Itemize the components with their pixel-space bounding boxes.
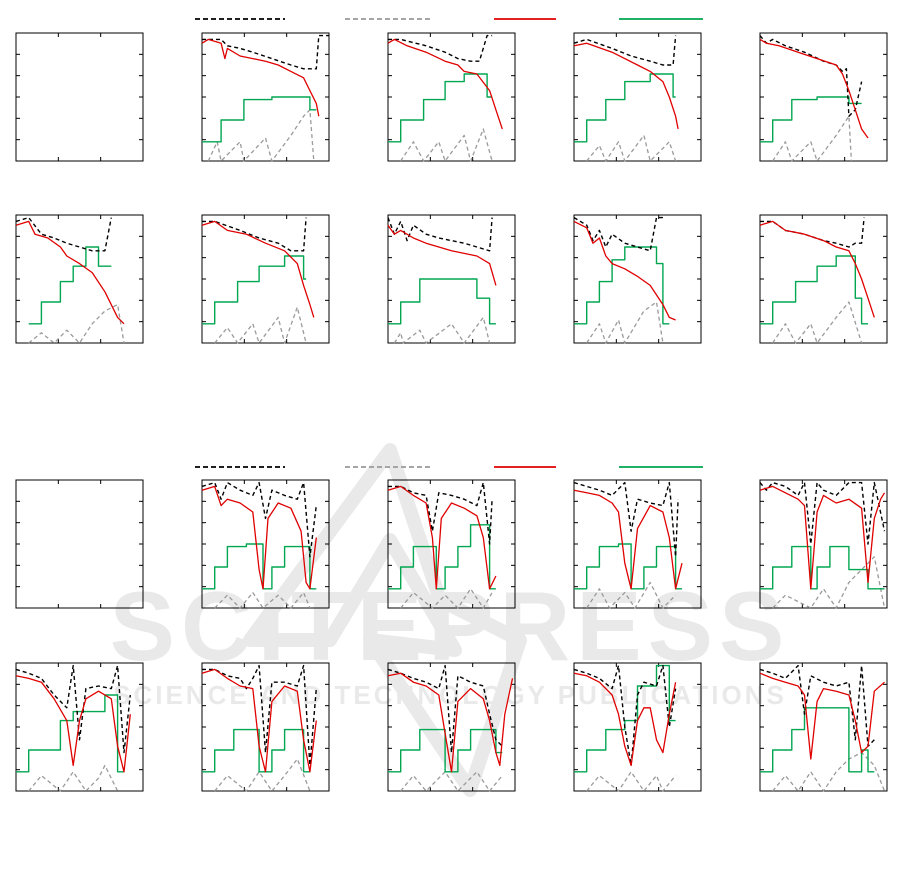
series-black-line bbox=[202, 34, 329, 70]
series-red-line bbox=[201, 38, 320, 117]
series-green-line bbox=[760, 96, 862, 143]
series-black-line bbox=[202, 664, 317, 767]
panel-third-1 bbox=[15, 479, 144, 609]
series-black-line bbox=[15, 216, 112, 252]
series-gray-line bbox=[400, 128, 493, 162]
panel-grid bbox=[15, 32, 888, 792]
series-black-line bbox=[202, 217, 307, 252]
series-black-line bbox=[387, 217, 493, 252]
series-black-line bbox=[201, 481, 317, 558]
series-gray-line bbox=[214, 306, 307, 344]
panel-second-5 bbox=[759, 214, 888, 344]
series-green-line bbox=[574, 543, 682, 590]
panel-frame bbox=[387, 32, 516, 162]
series-black-line bbox=[388, 34, 493, 62]
panel-fourth-4 bbox=[573, 662, 702, 792]
panel-third-5 bbox=[759, 479, 888, 609]
panel-frame bbox=[201, 214, 330, 344]
series-gray-line bbox=[586, 771, 677, 792]
series-green-line bbox=[760, 545, 885, 590]
series-gray-line bbox=[214, 758, 311, 792]
series-red-line bbox=[387, 485, 497, 590]
series-red-line bbox=[201, 220, 315, 318]
series-green-line bbox=[16, 694, 124, 773]
series-red-line bbox=[387, 38, 503, 130]
series-red-line bbox=[387, 224, 497, 286]
series-green-line bbox=[574, 73, 676, 143]
panel-top-4 bbox=[573, 32, 702, 162]
series-black-line bbox=[15, 664, 131, 754]
panel-fourth-1 bbox=[15, 662, 144, 792]
panel-top-5 bbox=[759, 32, 888, 162]
panel-second-4 bbox=[573, 214, 702, 344]
series-green-line bbox=[760, 255, 868, 325]
panel-third-2 bbox=[201, 479, 330, 609]
series-black-line bbox=[759, 664, 875, 747]
panel-fourth-3 bbox=[387, 662, 516, 792]
series-green-line bbox=[388, 73, 493, 143]
series-green-line bbox=[202, 543, 317, 590]
series-red-line bbox=[573, 220, 676, 321]
series-red-line bbox=[15, 675, 131, 773]
panel-fourth-5 bbox=[759, 662, 888, 792]
series-green-line bbox=[202, 728, 310, 773]
series-green-line bbox=[760, 707, 875, 773]
series-gray-line bbox=[772, 301, 863, 344]
panel-third-3 bbox=[387, 479, 516, 609]
series-gray-line bbox=[400, 588, 493, 609]
series-black-line bbox=[760, 217, 865, 248]
series-gray-line bbox=[586, 134, 677, 162]
series-black-line bbox=[573, 35, 677, 66]
series-green-line bbox=[388, 278, 496, 325]
series-gray-line bbox=[586, 301, 664, 344]
watermark-title: SCITEPRESS bbox=[110, 571, 791, 681]
series-red-line bbox=[573, 489, 683, 590]
series-gray-line bbox=[400, 771, 503, 792]
series-black-line bbox=[759, 481, 886, 545]
series-gray-line bbox=[214, 591, 311, 609]
series-gray-line bbox=[772, 556, 886, 609]
panel-frame bbox=[15, 32, 144, 162]
panel-frame bbox=[573, 32, 702, 162]
series-black-line bbox=[573, 481, 679, 558]
series-gray-line bbox=[207, 109, 315, 162]
panel-top-2 bbox=[201, 32, 330, 162]
panel-frame bbox=[573, 214, 702, 344]
series-green-line bbox=[202, 255, 307, 325]
series-green-line bbox=[574, 664, 676, 773]
legend bbox=[195, 18, 703, 468]
panel-top-1 bbox=[15, 32, 144, 162]
series-gray-line bbox=[772, 115, 853, 162]
series-red-line bbox=[759, 485, 886, 590]
watermark-subtitle: SCIENCE AND TECHNOLOGY PUBLICATIONS bbox=[113, 680, 787, 710]
panel-third-4 bbox=[573, 479, 702, 609]
panel-fourth-2 bbox=[201, 662, 330, 792]
watermark-crest-icon bbox=[243, 443, 527, 797]
panel-second-1 bbox=[15, 214, 144, 344]
series-red-line bbox=[387, 672, 514, 773]
series-black-line bbox=[388, 481, 493, 545]
series-red-line bbox=[759, 220, 875, 318]
series-green-line bbox=[202, 96, 317, 143]
series-red-line bbox=[573, 672, 677, 767]
series-gray-line bbox=[28, 303, 125, 344]
series-red-line bbox=[759, 672, 885, 760]
series-black-line bbox=[573, 216, 663, 252]
series-black-line bbox=[759, 35, 863, 117]
series-red-line bbox=[15, 220, 125, 325]
series-gray-line bbox=[28, 764, 119, 792]
series-red-line bbox=[759, 38, 869, 139]
panel-second-3 bbox=[387, 214, 516, 344]
series-red-line bbox=[201, 668, 317, 773]
series-red-line bbox=[573, 42, 679, 130]
series-black-line bbox=[573, 664, 677, 767]
series-green-line bbox=[574, 246, 670, 325]
panel-second-2 bbox=[201, 214, 330, 344]
panel-top-3 bbox=[387, 32, 516, 162]
series-gray-line bbox=[393, 316, 491, 344]
series-red-line bbox=[201, 485, 317, 590]
